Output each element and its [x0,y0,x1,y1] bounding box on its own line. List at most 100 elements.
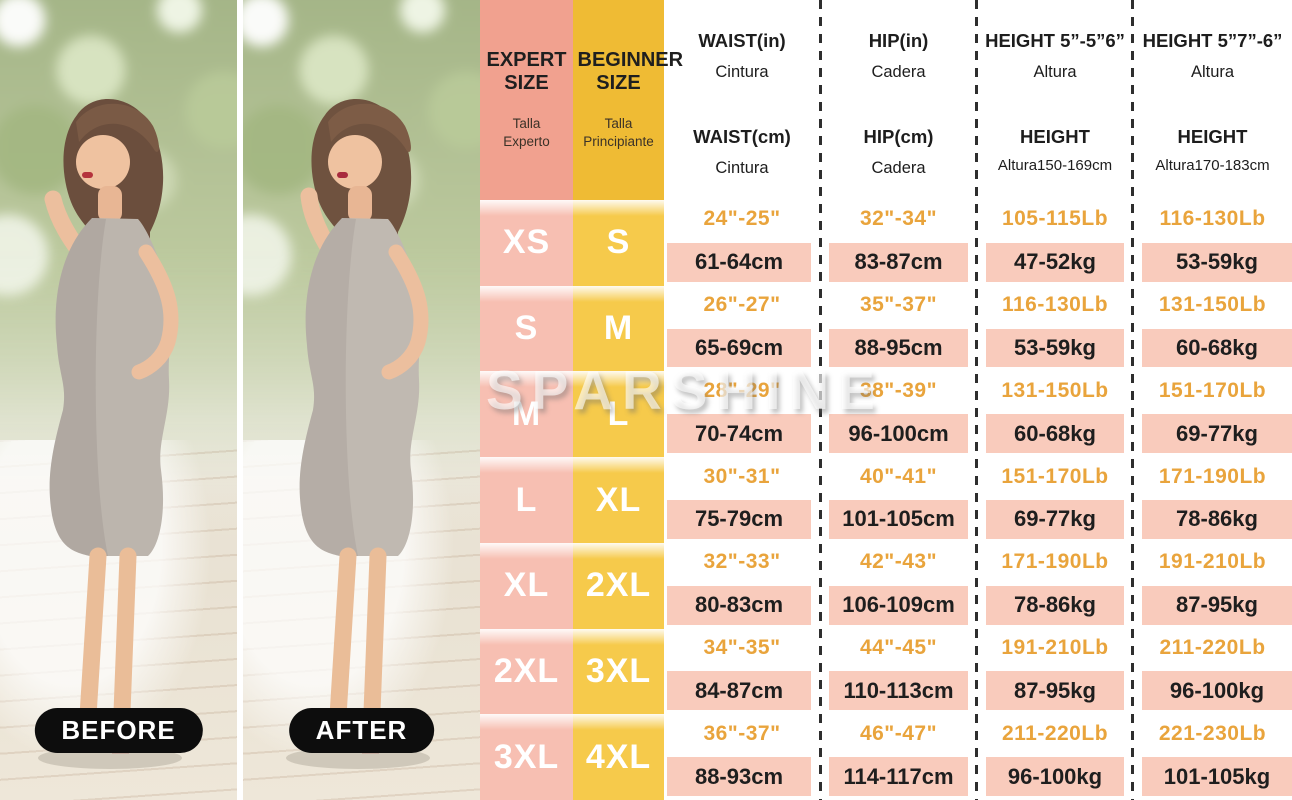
expert-size-label: 3XL [493,737,560,776]
photo-after: AFTER [243,0,480,800]
woman-figure-illustration [38,98,182,769]
height1-ft-subtitle: Altura [1033,63,1077,81]
size-table: EXPERT SIZE Talla Experto XS S M L XL 2X… [480,0,1292,800]
hip-cm-subtitle: Cadera [871,159,926,177]
waist-in-value: 26"-27" [703,293,781,317]
height1-cm-title: HEIGHT [1020,126,1090,147]
expert-size-label: S [514,309,539,348]
weight-kg-value: 78-86kg [986,585,1124,625]
hip-cm-value: 114-117cm [829,757,968,797]
hip-in-value: 46"-47" [859,721,938,745]
weight-lb-value: 211-220Lb [1159,636,1266,660]
weight-lb-value: 171-190Lb [1001,550,1109,574]
weight-kg-value: 69-77kg [986,500,1124,539]
neck [348,186,372,222]
lips [82,172,93,178]
expert-size-title: EXPERT SIZE [486,49,567,95]
weight-lb-value: 191-210Lb [1001,636,1109,660]
hip-cm-value: 101-105cm [829,500,968,539]
waist-cm-subtitle: Cintura [715,159,769,177]
height1-ft-title: HEIGHT 5”-5”6” [985,30,1125,51]
waist-cm-value: 80-83cm [667,585,811,625]
weight-lb-value: 105-115Lb [1001,207,1109,231]
waist-header: WAIST(in) Cintura WAIST(cm) Cintura [664,0,820,200]
waist-cm-value: 88-93cm [667,757,811,797]
expert-size-subtitle: Talla Experto [503,116,550,149]
hip-in-value: 44"-45" [859,636,938,660]
hip-in-subtitle: Cadera [871,63,926,81]
waist-cm-title: WAIST(cm) [693,126,791,147]
beginner-size-label: 4XL [585,737,652,776]
waist-cm-value: 70-74cm [667,414,811,454]
waist-in-title: WAIST(in) [698,30,786,51]
expert-size-column: EXPERT SIZE Talla Experto XS S M L XL 2X… [480,0,573,800]
waist-cells: 24"-25" 61-64cm 26"-27" 65-69cm 28"-29" … [664,200,820,800]
photo-before: BEFORE [0,0,237,800]
leg-front [329,547,357,725]
height-170-183-column: HEIGHT 5”7”-6” Altura HEIGHT Altura170-1… [1133,0,1292,800]
arm-on-hip [131,244,179,380]
leg-back [113,547,137,721]
hip-cm-value: 88-95cm [829,328,968,368]
face [76,135,130,189]
hip-in-title: HIP(in) [868,30,929,51]
hip-header: HIP(in) Cadera HIP(cm) Cadera [820,0,977,200]
weight-lb-value: 151-170Lb [1158,378,1267,402]
dashed-column-separator [819,0,822,800]
hip-cm-value: 110-113cm [829,671,968,711]
height-150-169-cells: 105-115Lb 47-52kg 116-130Lb 53-59kg 131-… [977,200,1133,800]
height1-cm-subtitle: Altura150-169cm [997,157,1113,174]
row-separator-stripe [480,714,664,730]
beginner-size-subtitle: Talla Principiante [583,116,654,149]
neck [98,186,122,222]
waist-cm-value: 65-69cm [667,328,811,368]
hip-in-value: 38"-39" [859,378,938,402]
expert-size-label: M [511,394,542,433]
row-separator-stripe [480,629,664,645]
hip-in-value: 32"-34" [859,207,938,231]
height-150-169-column: HEIGHT 5”-5”6” Altura HEIGHT Altura150-1… [977,0,1133,800]
waist-in-value: 28"-29" [703,378,781,402]
row-separator-stripe [480,543,664,559]
weight-lb-value: 191-210Lb [1158,550,1267,574]
waist-column: WAIST(in) Cintura WAIST(cm) Cintura 24"-… [664,0,820,800]
weight-kg-value: 53-59kg [1142,242,1292,282]
lips [337,172,348,178]
weight-lb-value: 151-170Lb [1001,464,1109,488]
row-separator-stripe [480,286,664,302]
face [328,135,382,189]
expert-size-header: EXPERT SIZE Talla Experto [480,0,573,200]
after-badge: AFTER [288,708,435,753]
waist-in-value: 36"-37" [703,721,781,745]
waist-in-value: 30"-31" [703,464,781,488]
beginner-size-label: XL [595,480,642,519]
weight-lb-value: 131-150Lb [1001,378,1109,402]
arm-on-hip [381,244,429,380]
waist-cm-value: 75-79cm [667,500,811,539]
weight-kg-value: 69-77kg [1142,414,1292,454]
beginner-size-title: BEGINNER SIZE [577,49,684,95]
dress-shade [299,218,358,556]
woman-figure-illustration [286,98,430,769]
hip-in-value: 35"-37" [859,293,938,317]
waist-in-value: 34"-35" [703,636,781,660]
beginner-size-label: S [606,223,631,262]
beginner-size-label: 3XL [585,651,652,690]
height-150-169-header: HEIGHT 5”-5”6” Altura HEIGHT Altura150-1… [977,0,1133,200]
waist-in-subtitle: Cintura [715,63,769,81]
height2-cm-title: HEIGHT [1177,126,1248,147]
dashed-column-separator [975,0,978,800]
leg-back [363,547,387,721]
waist-in-value: 24"-25" [703,207,781,231]
weight-kg-value: 87-95kg [1142,585,1292,625]
expert-size-label: XS [502,223,551,262]
weight-lb-value: 131-150Lb [1158,293,1267,317]
beginner-size-label: M [603,309,634,348]
weight-lb-value: 116-130Lb [1001,293,1109,317]
waist-cm-value: 84-87cm [667,671,811,711]
weight-kg-value: 60-68kg [1142,328,1292,368]
weight-lb-value: 211-220Lb [1001,721,1109,745]
expert-size-label: XL [503,566,550,605]
height2-cm-subtitle: Altura170-183cm [1155,157,1270,174]
hair-front [328,103,411,152]
